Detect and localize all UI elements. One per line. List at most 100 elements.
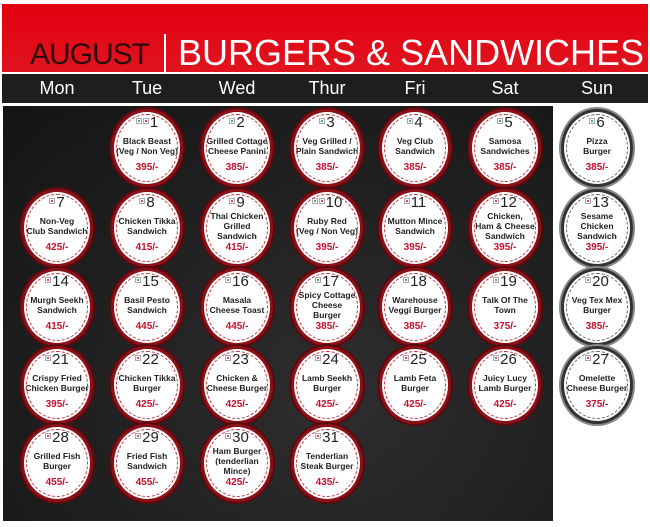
dish-price: 425/- [135, 399, 159, 410]
dish-name-line: Grilled Cottage [206, 136, 268, 146]
day-cell-2[interactable]: 2 Grilled Cottage Cheese Panini 385/- [201, 109, 273, 187]
dish-price: 445/- [135, 321, 159, 332]
dish-name-line: Chicken, [487, 211, 523, 221]
dish-name-line: Juicy Lucy [483, 373, 527, 383]
non-veg-mark-icon [585, 355, 592, 361]
dish-name-line: Crispy Fried [32, 373, 82, 383]
dish-name-line: Veggi Burger [388, 305, 442, 315]
dish-price: 425/- [493, 399, 517, 410]
day-number-text: 30 [232, 429, 249, 446]
dish-name-line: Veg Club [396, 136, 434, 146]
day-cell-21[interactable]: 21 Crispy Fried Chicken Burger 395/- [21, 346, 93, 424]
dish-name: Black Beast (Veg / Non Veg) [114, 131, 180, 161]
day-number: 18 [382, 274, 448, 289]
day-cell-23[interactable]: 23 Chicken & Cheese Burger 425/- [201, 346, 273, 424]
day-cell-30[interactable]: 30 Ham Burger (tenderlian Mince) 425/- [201, 424, 273, 502]
day-cell-10[interactable]: 10 Ruby Red (Veg / Non Veg) 395/- [291, 189, 363, 267]
day-number-text: 7 [56, 194, 65, 211]
day-cell-4[interactable]: 4 Veg Club Sandwich 385/- [379, 109, 451, 187]
day-number: 20 [564, 274, 630, 289]
day-number: 11 [382, 195, 448, 210]
day-cell-6[interactable]: 6 Pizza Burger 385/- [561, 109, 633, 187]
dish-name-line: Grilled Fish [33, 451, 81, 461]
day-number: 19 [472, 274, 538, 289]
veg-mark-icon [589, 118, 596, 124]
day-cell-27[interactable]: 27 Omelette Cheese Burger 375/- [561, 346, 633, 424]
day-cell-3[interactable]: 3 Veg Grilled / Plain Sandwich 385/- [291, 109, 363, 187]
day-cell-15[interactable]: 15 Basil Pesto Sandwich 445/- [111, 268, 183, 346]
dish-price: 425/- [315, 399, 339, 410]
dish-name-line: Masala [222, 295, 252, 305]
dish-name: Crispy Fried Chicken Burger [24, 368, 90, 398]
day-cell-1[interactable]: 1 Black Beast (Veg / Non Veg) 395/- [111, 109, 183, 187]
weekday-wed: Wed [218, 78, 256, 98]
dish-name: Grilled Fish Burger [24, 446, 90, 476]
day-cell-8[interactable]: 8 Chicken Tikka Sandwich 415/- [111, 189, 183, 267]
day-cell-13[interactable]: 13 Sesame Chicken Sandwich 395/- [561, 189, 633, 267]
day-cell-11[interactable]: 11 Mutton Mince Sandwich 395/- [379, 189, 451, 267]
dish-name-line: Sandwiches [480, 146, 530, 156]
dish-name-line: Mince) [223, 466, 251, 476]
dish-name-line: Plain Sandwich [295, 146, 359, 156]
day-number-text: 2 [236, 114, 245, 131]
day-cell-20[interactable]: 20 Veg Tex Mex Burger 385/- [561, 268, 633, 346]
day-cell-26[interactable]: 26 Juicy Lucy Lamb Burger 425/- [469, 346, 541, 424]
veg-mark-icon [135, 277, 142, 283]
dish-name: Lamb Feta Burger [382, 368, 448, 398]
veg-mark-icon [493, 277, 500, 283]
day-cell-29[interactable]: 29 Fried Fish Sandwich 455/- [111, 424, 183, 502]
veg-mark-icon [407, 118, 414, 124]
dish-name-line: Ruby Red [307, 216, 347, 226]
dish-name-line: Tenderlian [305, 451, 349, 461]
dish-name-line: Chicken Tikka [118, 216, 176, 226]
dish-name-line: Samosa [488, 136, 522, 146]
dish-name: Grilled Cottage Cheese Panini [204, 131, 270, 161]
day-cell-24[interactable]: 24 Lamb Seekh Burger 425/- [291, 346, 363, 424]
non-veg-mark-icon [45, 433, 52, 439]
dish-price: 385/- [315, 321, 339, 332]
dish-price: 385/- [403, 162, 427, 173]
dish-price: 385/- [585, 321, 609, 332]
day-number: 29 [114, 430, 180, 445]
day-cell-5[interactable]: 5 Samosa Sandwiches 385/- [469, 109, 541, 187]
dish-name: Murgh Seekh Sandwich [24, 290, 90, 320]
dish-name-line: Sandwich [127, 461, 167, 471]
dish-name: Veg Grilled / Plain Sandwich [294, 131, 360, 161]
day-cell-9[interactable]: 9 Thai Chicken Grilled Sandwich 415/- [201, 189, 273, 267]
non-veg-mark-icon [45, 277, 52, 283]
day-cell-31[interactable]: 31 Tenderlian Steak Burger 435/- [291, 424, 363, 502]
dish-price: 375/- [585, 399, 609, 410]
day-cell-19[interactable]: 19 Talk Of The Town 375/- [469, 268, 541, 346]
day-cell-14[interactable]: 14 Murgh Seekh Sandwich 415/- [21, 268, 93, 346]
day-cell-7[interactable]: 7 Non-Veg Club Sandwich 425/- [21, 189, 93, 267]
weekday-sun: Sun [580, 78, 614, 98]
non-veg-mark-icon [318, 198, 325, 204]
dish-name: Juicy Lucy Lamb Burger [472, 368, 538, 398]
day-cell-17[interactable]: 17 Spicy Cottage Cheese Burger 385/- [291, 268, 363, 346]
weekday-fri: Fri [404, 78, 426, 98]
dish-name-line: Omelette [578, 373, 616, 383]
header-divider [164, 34, 166, 76]
dish-name: Tenderlian Steak Burger [294, 446, 360, 476]
day-number: 12 [472, 195, 538, 210]
dish-name-line: Sesame Chicken [580, 211, 614, 231]
day-cell-22[interactable]: 22 Chicken Tikka Burger 425/- [111, 346, 183, 424]
dish-price: 395/- [585, 242, 609, 253]
day-number: 31 [294, 430, 360, 445]
day-number-text: 10 [325, 194, 343, 211]
dish-price: 435/- [315, 477, 339, 488]
day-cell-28[interactable]: 28 Grilled Fish Burger 455/- [21, 424, 93, 502]
dish-price: 425/- [45, 242, 69, 253]
dish-name-line: Cheese Burger [566, 383, 628, 393]
day-cell-25[interactable]: 25 Lamb Feta Burger 425/- [379, 346, 451, 424]
dish-name-line: Pizza [586, 136, 608, 146]
day-number-text: 21 [52, 351, 69, 368]
dish-price: 375/- [493, 321, 517, 332]
day-cell-12[interactable]: 12 Chicken, Ham & Cheese Sandwich 395/- [469, 189, 541, 267]
day-number-text: 8 [146, 194, 155, 211]
day-cell-18[interactable]: 18 Warehouse Veggi Burger 385/- [379, 268, 451, 346]
day-cell-16[interactable]: 16 Masala Cheese Toast 445/- [201, 268, 273, 346]
day-number: 24 [294, 352, 360, 367]
veg-mark-icon [497, 118, 504, 124]
dish-name: Veg Club Sandwich [382, 131, 448, 161]
